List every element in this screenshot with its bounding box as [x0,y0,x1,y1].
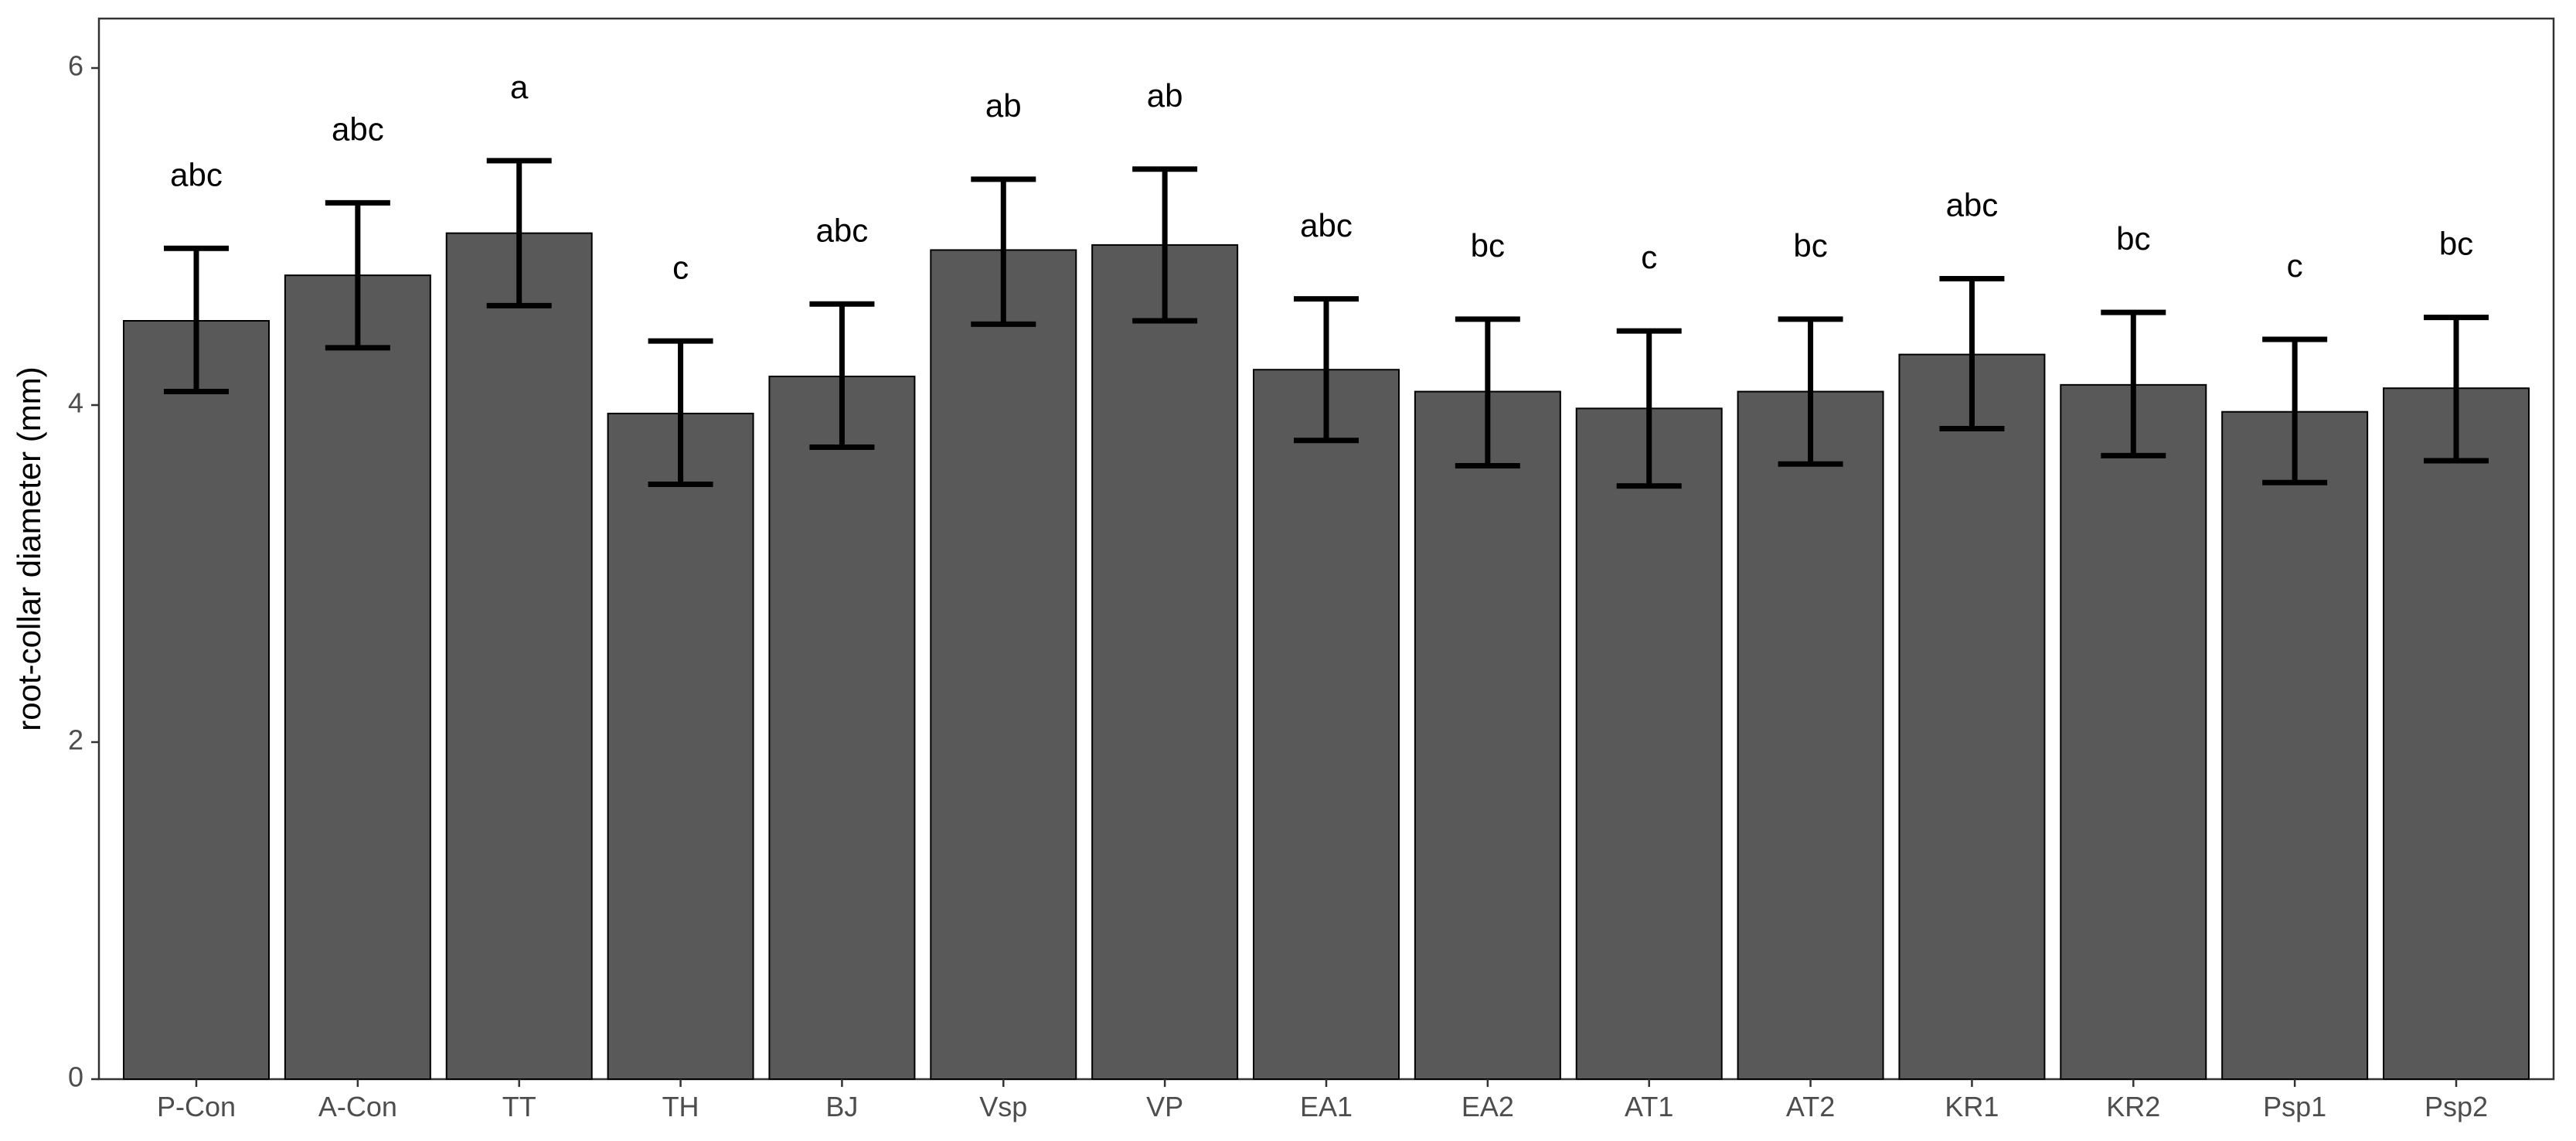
bar [284,274,431,1080]
error-bar [1294,296,1359,444]
x-tick-label: TH [662,1091,699,1122]
x-tick-label: Vsp [979,1091,1027,1122]
bar [930,249,1077,1081]
significance-label: bc [2439,226,2473,262]
error-bar [648,338,713,487]
x-tick-label: KR1 [1945,1091,1999,1122]
significance-label: bc [1793,227,1827,264]
error-bar [2424,315,2489,464]
error-bar [2262,336,2328,485]
bar [2221,410,2369,1080]
x-tick-label: KR2 [2106,1091,2160,1122]
error-bar [1778,316,1843,467]
bar [1575,407,1723,1080]
bar [1898,353,2046,1081]
significance-label: abc [170,156,223,192]
error-bar [486,158,552,308]
bar [1253,369,1400,1081]
y-axis: 0 2 4 6 [68,50,99,1093]
y-tick-label: 0 [68,1061,83,1093]
significance-label: c [1641,239,1657,275]
x-tick-label: A-Con [318,1091,397,1122]
error-bar [1616,328,1682,489]
significance-label: ab [1147,77,1183,114]
error-bars-layer [164,158,2489,489]
x-axis: P-Con A-Con TT TH BJ Vsp VP EA1 EA2 AT1 AT2 KR1 KR2 P… [157,1079,2488,1122]
significance-label: c [672,249,689,285]
x-tick-label: AT2 [1786,1091,1835,1122]
error-bar [1132,166,1198,324]
error-bar [2101,309,2166,458]
significance-label: abc [816,212,869,248]
x-tick-label: TT [502,1091,536,1122]
x-tick-label: P-Con [157,1091,236,1122]
significance-letters-layer: abc abc a c abc ab ab abc bc c bc abc bc c bc [170,69,2473,285]
x-tick-label: BJ [825,1091,858,1122]
bar [607,412,754,1080]
bar [445,232,593,1080]
error-bar [1939,276,2005,432]
bars-layer [123,232,2530,1081]
significance-label: a [510,69,529,105]
significance-label: c [2287,247,2303,284]
significance-label: ab [985,87,1022,124]
bar [1737,390,1884,1080]
bar [2383,387,2530,1080]
bar [2060,383,2207,1080]
error-bar [809,301,875,450]
significance-label: abc [1946,187,1999,223]
x-tick-label: EA1 [1300,1091,1353,1122]
x-tick-label: Psp1 [2263,1091,2326,1122]
bar [1414,390,1561,1080]
bar [768,375,916,1080]
y-tick-label: 4 [68,387,83,419]
error-bar [164,245,229,395]
bar [123,320,270,1080]
x-tick-label: EA2 [1462,1091,1514,1122]
significance-label: bc [1471,227,1505,264]
y-tick-label: 2 [68,724,83,756]
y-axis-title: root-collar diameter (mm) [11,366,47,731]
x-tick-label: Psp2 [2425,1091,2488,1122]
bar [1091,244,1239,1080]
significance-label: abc [1300,207,1353,244]
error-bar [325,199,390,351]
error-bar [1455,316,1520,468]
x-tick-label: AT1 [1625,1091,1673,1122]
significance-label: bc [2116,220,2150,257]
y-tick-label: 6 [68,50,83,82]
error-bar [971,176,1036,327]
x-tick-label: VP [1146,1091,1183,1122]
significance-label: abc [332,111,384,147]
